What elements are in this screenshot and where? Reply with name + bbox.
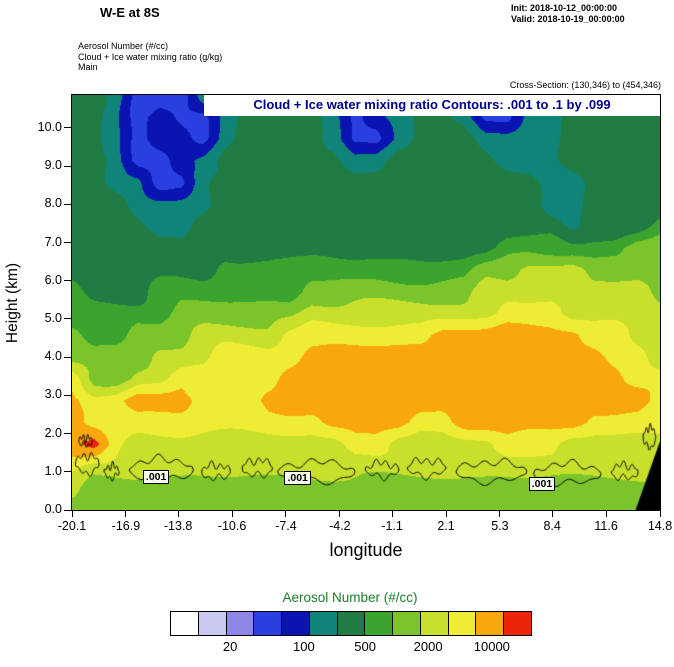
legend-color-cell xyxy=(253,612,282,635)
y-axis-tick xyxy=(64,127,71,129)
x-axis-tick xyxy=(391,511,393,517)
x-axis-title: longitude xyxy=(329,540,403,560)
x-axis-tick-label: -20.1 xyxy=(57,519,87,533)
x-axis-tick xyxy=(71,511,73,517)
legend-color-cell xyxy=(419,612,448,635)
y-axis-tick xyxy=(64,318,71,320)
legend-tick-label: 500 xyxy=(354,639,376,654)
y-axis-tick-label: 7.0 xyxy=(44,234,62,249)
x-axis-tick xyxy=(231,511,233,517)
x-axis-tick xyxy=(339,511,341,517)
init-time: Init: 2018-10-12_00:00:00 xyxy=(511,3,618,13)
x-axis-tick xyxy=(499,511,501,517)
legend-color-cell xyxy=(503,612,531,635)
y-axis-tick xyxy=(64,433,71,435)
x-axis-tick xyxy=(605,511,607,517)
y-axis-tick-label: 8.0 xyxy=(44,196,62,211)
y-axis-tick xyxy=(64,280,71,282)
x-axis-tick-label: 5.3 xyxy=(491,519,509,533)
x-axis-tick-label: 8.4 xyxy=(543,519,561,533)
legend-color-cell xyxy=(336,612,365,635)
x-axis-tick-label: 14.8 xyxy=(647,519,673,533)
y-axis-tick-label: 6.0 xyxy=(44,272,62,287)
y-axis-tick-label: 2.0 xyxy=(44,425,62,440)
x-axis-tick-label: -16.9 xyxy=(111,519,141,533)
legend-color-cell xyxy=(308,612,337,635)
x-axis-tick-label: -7.4 xyxy=(275,519,297,533)
y-axis-tick-label: 3.0 xyxy=(44,387,62,402)
x-axis-tick-label: -10.6 xyxy=(217,519,247,533)
y-axis-tick xyxy=(64,356,71,358)
legend-color-cell xyxy=(475,612,504,635)
legend-tick-label: 2000 xyxy=(413,639,443,654)
y-axis-tick-label: 5.0 xyxy=(44,310,62,325)
legend-color-cell xyxy=(225,612,254,635)
legend-tick-label: 10000 xyxy=(473,639,510,654)
legend-title: Aerosol Number (#/cc) xyxy=(282,590,418,605)
x-axis-tick xyxy=(125,511,127,517)
legend-tick-label: 20 xyxy=(222,639,238,654)
y-axis-tick-label: 9.0 xyxy=(44,158,62,173)
init-valid-times: Init: 2018-10-12_00:00:00 Valid: 2018-10… xyxy=(511,3,625,25)
y-axis-title: Height (km) xyxy=(4,262,21,344)
legend-color-cell xyxy=(171,612,198,635)
legend: Aerosol Number (#/cc) 20 100 500 2000 10000 xyxy=(0,590,674,667)
cross-section-plot: Cloud + Ice water mixing ratio Contours:… xyxy=(71,94,661,511)
legend-tick-label: 100 xyxy=(293,639,315,654)
cross-section-info: Cross-Section: (130,346) to (454,346) xyxy=(509,80,661,90)
valid-time: Valid: 2018-10-19_00:00:00 xyxy=(511,14,625,24)
contour-field-canvas xyxy=(72,95,660,510)
x-axis-tick xyxy=(551,511,553,517)
x-axis-tick-label: -1.1 xyxy=(381,519,403,533)
contour-annotation: Cloud + Ice water mixing ratio Contours:… xyxy=(204,95,660,116)
field-descriptions: Aerosol Number (#/cc) Cloud + Ice water … xyxy=(78,41,222,73)
y-axis-tick xyxy=(64,203,71,205)
y-axis-tick xyxy=(64,242,71,243)
contour-value-label: .001 xyxy=(284,471,311,486)
y-axis-tick-label: 10.0 xyxy=(37,119,62,134)
figure-title: W-E at 8S xyxy=(100,5,160,20)
y-axis-tick xyxy=(64,509,71,511)
legend-colorbar xyxy=(170,611,532,636)
y-axis-tick xyxy=(64,394,71,396)
x-axis-tick-label: 11.6 xyxy=(594,519,618,533)
legend-color-cell xyxy=(447,612,476,635)
y-axis-tick-label: 4.0 xyxy=(44,349,62,364)
legend-color-cell xyxy=(281,612,309,635)
legend-color-cell xyxy=(364,612,393,635)
field-line-fill: Aerosol Number (#/cc) xyxy=(78,41,169,51)
legend-color-cell xyxy=(197,612,226,635)
x-axis-tick-label: 2.1 xyxy=(437,519,455,533)
x-axis-tick xyxy=(445,511,447,517)
field-line-domain: Main xyxy=(78,62,98,72)
field-line-contour: Cloud + Ice water mixing ratio (g/kg) xyxy=(78,51,223,62)
y-axis-tick-label: 1.0 xyxy=(44,463,62,478)
x-axis-tick xyxy=(285,511,287,517)
x-axis-tick-label: -4.2 xyxy=(329,519,351,533)
x-axis-tick xyxy=(659,511,661,517)
legend-color-cell xyxy=(392,612,420,635)
x-axis-tick-label: -13.8 xyxy=(163,519,193,533)
contour-value-label: .001 xyxy=(142,469,170,484)
y-axis-tick xyxy=(64,165,71,167)
y-axis-tick xyxy=(64,471,71,473)
contour-value-label: .001 xyxy=(528,477,556,492)
x-axis-tick xyxy=(177,511,179,517)
y-axis-tick-label: 0.0 xyxy=(44,502,62,516)
